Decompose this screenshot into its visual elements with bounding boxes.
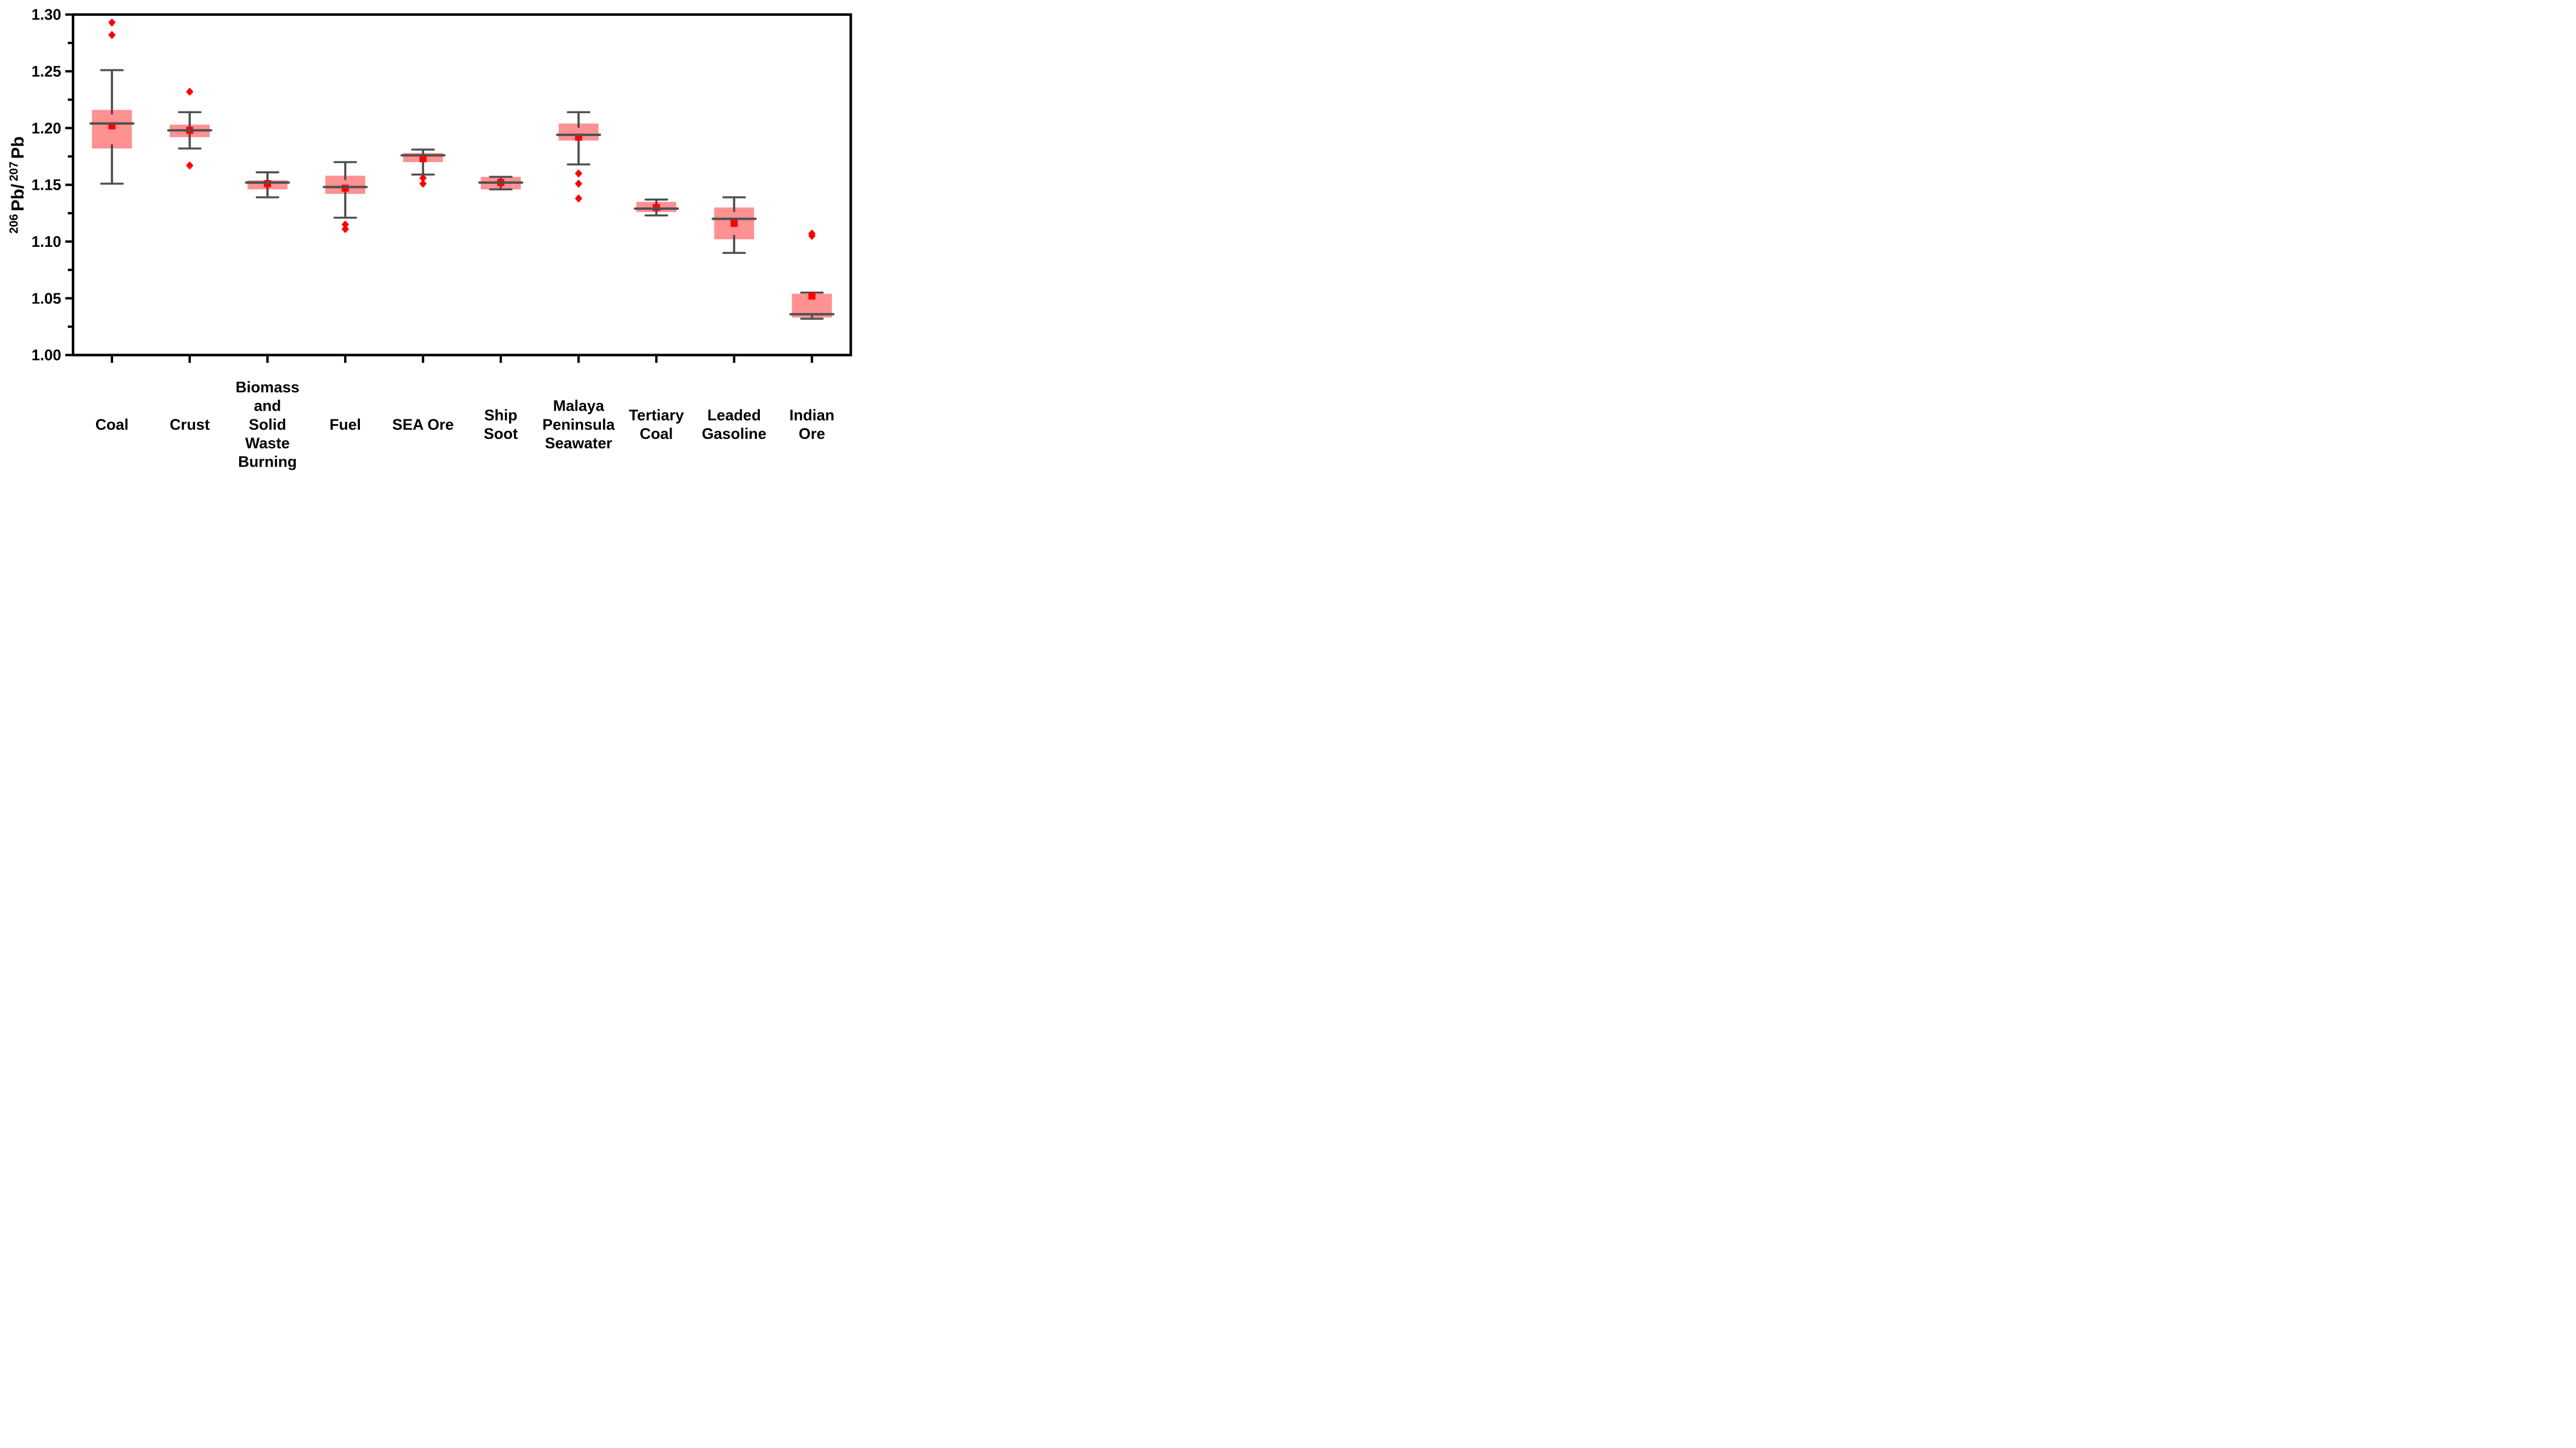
category-label-coal: Coal bbox=[95, 415, 128, 433]
box-group-indian-ore: Indian Ore bbox=[789, 229, 835, 442]
y-axis-title-base2: Pb bbox=[8, 136, 28, 158]
outlier-marker bbox=[186, 88, 194, 96]
category-label-indian-ore: Indian Ore bbox=[789, 406, 835, 442]
y-tick-label: 1.15 bbox=[31, 176, 61, 194]
category-label-line: Crust bbox=[170, 415, 210, 433]
plot-frame bbox=[71, 13, 852, 356]
category-label-line: SEA Ore bbox=[392, 415, 454, 433]
y-axis-title-superscript-206: 206 bbox=[8, 214, 21, 233]
box-group-malaya-peninsula-seawater: Malaya Peninsula Seawater bbox=[543, 111, 615, 452]
box-group-sea-ore: SEA Ore bbox=[392, 148, 454, 433]
category-label-line: Peninsula bbox=[543, 415, 615, 433]
category-label-line: Malaya bbox=[553, 397, 604, 415]
category-label-biomass-and-solid-waste-burning: Biomass and Solid Waste Burning bbox=[236, 378, 299, 471]
lead-isotope-boxplot-figure: 206 Pb/ 207 Pb 1.00 1.05 1.10 1.15 1.20 1.25 1… bbox=[0, 0, 859, 483]
outlier-marker bbox=[808, 229, 816, 238]
box-group-fuel: Fuel bbox=[322, 161, 368, 433]
outlier-marker bbox=[575, 169, 583, 178]
box-group-crust: Crust bbox=[167, 88, 213, 433]
y-axis-title-superscript-207: 207 bbox=[8, 161, 21, 181]
category-label-leaded-gasoline: Leaded Gasoline bbox=[702, 406, 766, 442]
category-label-line: Waste bbox=[245, 434, 290, 452]
category-label-line: Biomass bbox=[236, 378, 299, 396]
category-label-line: Tertiary bbox=[629, 406, 684, 424]
chart-canvas: 206 Pb/ 207 Pb 1.001.051.101.151.201.251… bbox=[8, 6, 852, 471]
category-label-line: and bbox=[254, 397, 281, 415]
box-group-biomass-and-solid-waste-burning: Biomass and Solid Waste Burning bbox=[236, 171, 299, 471]
box-group-leaded-gasoline: Leaded Gasoline bbox=[702, 196, 766, 442]
y-tick-label: 1.00 bbox=[31, 346, 61, 364]
category-label-line: Leaded bbox=[707, 406, 761, 424]
mean-marker bbox=[419, 155, 427, 163]
box-group-coal: Coal bbox=[89, 18, 135, 433]
category-label-malaya-peninsula-seawater: Malaya Peninsula Seawater bbox=[543, 397, 615, 452]
category-label-line: Soot bbox=[484, 425, 518, 442]
y-tick-label: 1.20 bbox=[31, 119, 61, 137]
outlier-marker bbox=[419, 180, 427, 188]
category-label-tertiary-coal: Tertiary Coal bbox=[629, 406, 684, 442]
outlier-marker bbox=[575, 194, 583, 203]
category-label-line: Indian bbox=[789, 406, 835, 424]
category-label-line: Coal bbox=[640, 425, 673, 442]
category-label-sea-ore: SEA Ore bbox=[392, 415, 454, 433]
category-label-line: Burning bbox=[238, 453, 297, 471]
y-axis-title: 206 Pb/ 207 Pb bbox=[8, 136, 28, 233]
category-label-line: Coal bbox=[95, 415, 128, 433]
y-tick-label: 1.05 bbox=[31, 289, 61, 307]
outlier-marker bbox=[108, 18, 116, 27]
category-label-line: Solid bbox=[249, 415, 286, 433]
plot-area: 1.00 1.05 1.10 1.15 1.20 1.25 1.30 Coal Crust Bio… bbox=[31, 6, 852, 471]
category-label-line: Gasoline bbox=[702, 425, 766, 442]
category-label-line: Fuel bbox=[329, 415, 361, 433]
mean-marker bbox=[808, 292, 816, 300]
y-axis-title-base: Pb/ bbox=[8, 183, 28, 211]
category-label-line: Ore bbox=[799, 425, 825, 442]
outlier-marker bbox=[186, 161, 194, 170]
mean-marker bbox=[730, 220, 738, 227]
category-label-ship-soot: Ship Soot bbox=[484, 406, 518, 442]
outlier-marker bbox=[575, 180, 583, 188]
category-label-line: Seawater bbox=[545, 434, 612, 452]
category-label-crust: Crust bbox=[170, 415, 210, 433]
box-group-ship-soot: Ship Soot bbox=[478, 176, 524, 442]
outlier-marker bbox=[108, 31, 116, 39]
category-label-fuel: Fuel bbox=[329, 415, 361, 433]
y-tick-label: 1.10 bbox=[31, 233, 61, 250]
y-tick-label: 1.25 bbox=[31, 62, 61, 80]
category-label-line: Ship bbox=[484, 406, 517, 424]
box-group-tertiary-coal: Tertiary Coal bbox=[629, 198, 684, 442]
outlier-marker bbox=[342, 225, 349, 233]
y-tick-label: 1.30 bbox=[31, 6, 61, 24]
